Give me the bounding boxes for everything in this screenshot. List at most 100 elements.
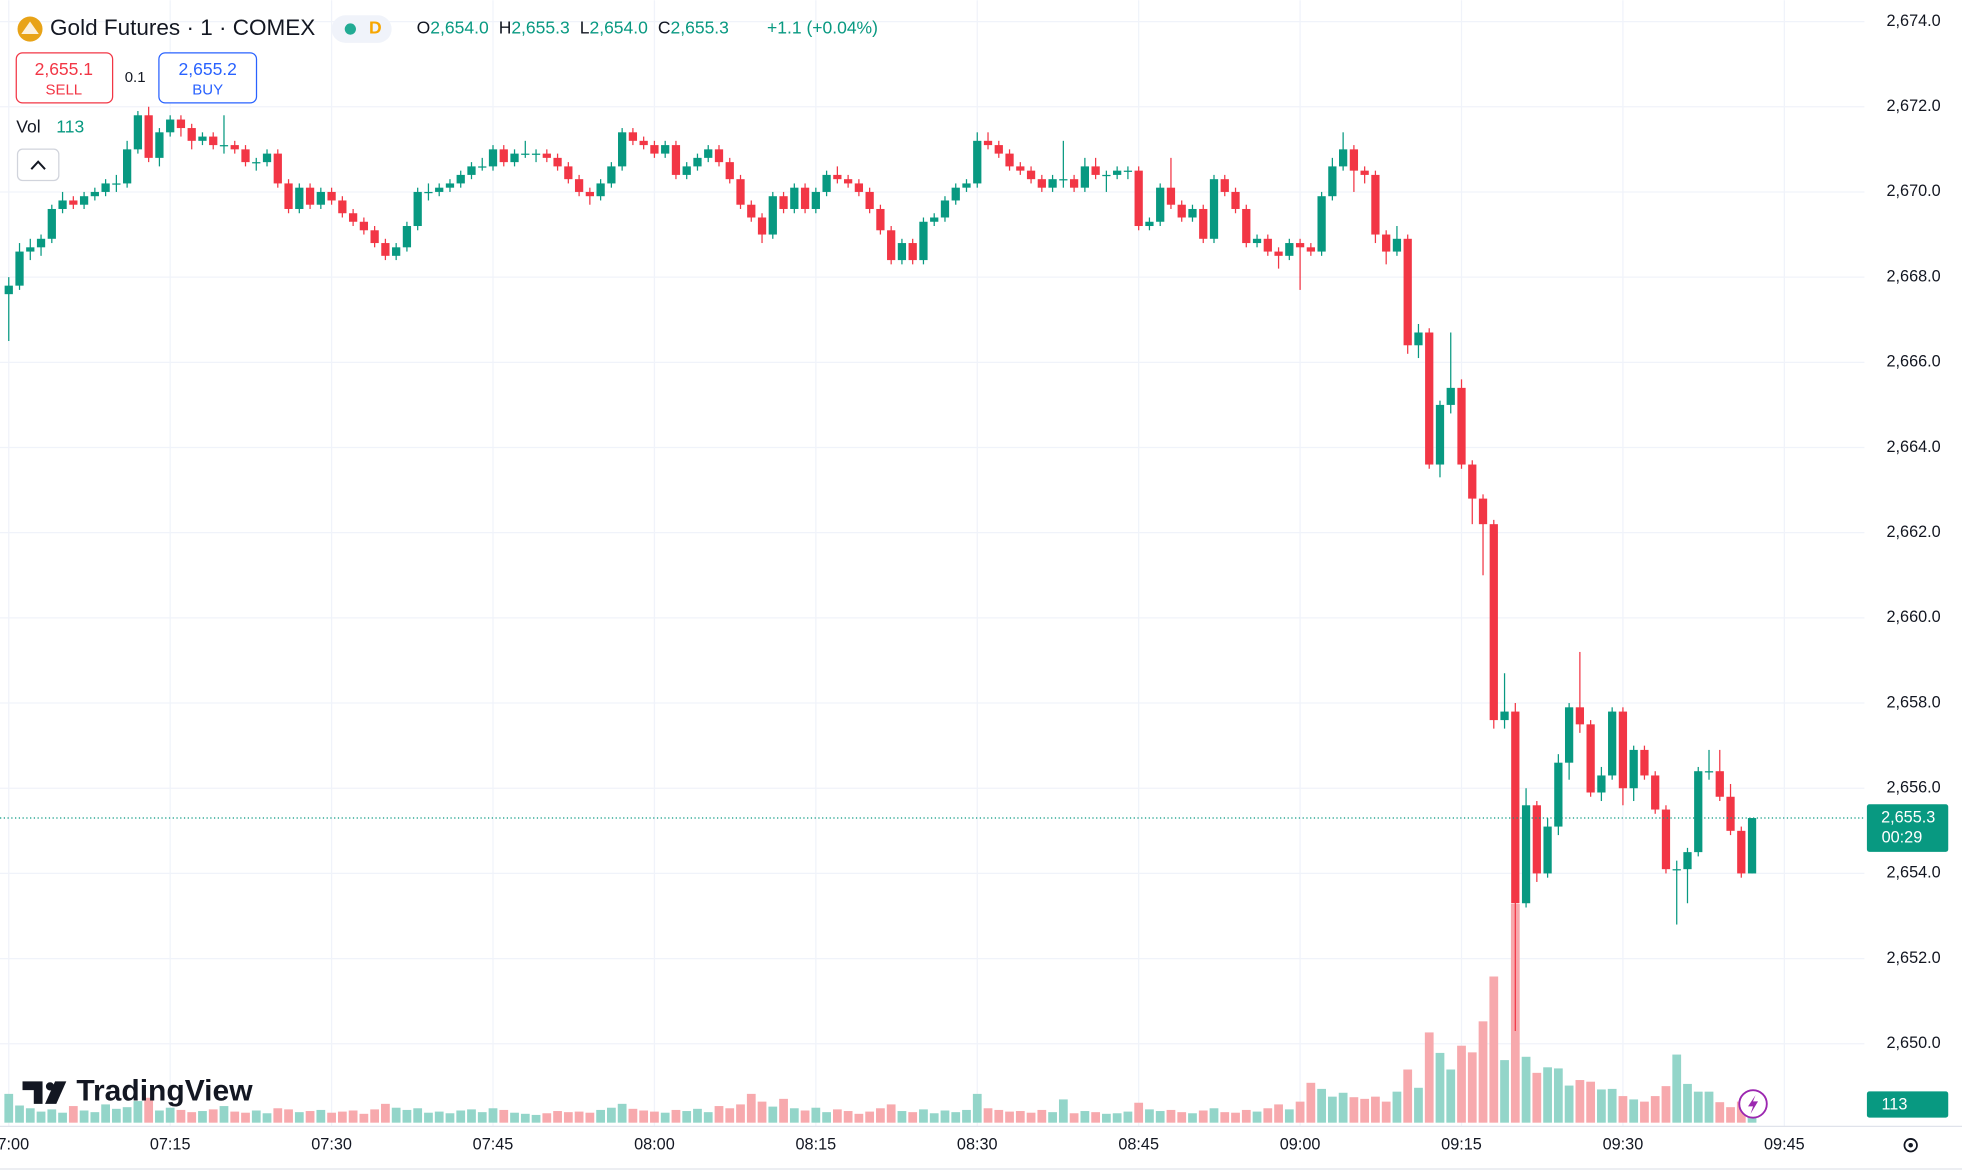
- volume-bar: [467, 1109, 476, 1123]
- volume-bar: [1026, 1112, 1036, 1123]
- vol-label: Vol: [16, 117, 40, 137]
- volume-bar: [1543, 1067, 1552, 1123]
- volume-bar: [4, 1093, 14, 1123]
- volume-bar: [1381, 1101, 1391, 1123]
- y-tick-label: 2,660.0: [1887, 608, 1941, 626]
- volume-bar: [779, 1098, 788, 1123]
- volume-bar: [133, 1101, 143, 1123]
- settings-icon[interactable]: [1903, 1138, 1918, 1153]
- volume-bar: [327, 1112, 336, 1123]
- logo-mark: [22, 1081, 43, 1104]
- volume-bar: [1177, 1112, 1187, 1123]
- collapse-button[interactable]: [16, 148, 60, 182]
- candle-body: [1242, 208, 1251, 244]
- volume-bar: [359, 1113, 369, 1123]
- candle-body: [1564, 707, 1574, 763]
- volume-bar: [1155, 1111, 1165, 1123]
- candle-body: [241, 149, 250, 163]
- status-badge: [331, 15, 392, 43]
- volume-bar: [983, 1108, 993, 1123]
- sell-price: 2,655.1: [35, 59, 93, 79]
- volume-bar: [660, 1112, 670, 1123]
- candle-body: [1360, 170, 1369, 175]
- x-tick-label: 07:15: [150, 1135, 191, 1153]
- candle-body: [940, 200, 950, 218]
- ohlc-key: H: [499, 18, 512, 38]
- volume-bar: [1306, 1082, 1316, 1123]
- volume-bar: [1241, 1109, 1251, 1123]
- candle-body: [1737, 830, 1746, 874]
- candle-body: [133, 115, 143, 150]
- volume-bar: [1058, 1099, 1068, 1123]
- volume-bar: [1693, 1091, 1703, 1123]
- candle-body: [338, 200, 347, 214]
- volume-bar: [1069, 1113, 1079, 1123]
- volume-bar: [1640, 1101, 1649, 1123]
- volume-bar: [1338, 1092, 1348, 1123]
- volume-bar: [1532, 1072, 1542, 1123]
- volume-bar: [187, 1112, 197, 1123]
- candle-body: [1414, 332, 1423, 346]
- volume-bar: [294, 1112, 304, 1123]
- candle-body: [790, 187, 799, 209]
- volume-bar: [563, 1112, 573, 1123]
- volume-bar: [1435, 1052, 1445, 1123]
- volume-bar: [381, 1103, 390, 1123]
- candle-body: [90, 191, 99, 197]
- volume-bar: [36, 1111, 46, 1123]
- candle-body: [811, 191, 820, 209]
- y-tick-label: 2,664.0: [1887, 438, 1941, 456]
- ohlc-value: 2,654.0: [430, 18, 489, 38]
- y-tick-label: 2,656.0: [1887, 779, 1941, 797]
- volume-bar: [768, 1106, 778, 1123]
- volume-bar: [1629, 1099, 1639, 1123]
- volume-bar: [1683, 1083, 1692, 1123]
- logo-text: TradingView: [76, 1075, 253, 1108]
- volume-bar: [477, 1112, 487, 1123]
- volume-bar: [832, 1109, 842, 1123]
- buy-button[interactable]: [158, 52, 258, 104]
- candle-body: [531, 153, 541, 155]
- volume-bar: [510, 1112, 519, 1123]
- candle-body: [574, 179, 584, 192]
- candle-body: [1048, 179, 1057, 188]
- candle-body: [1188, 208, 1197, 218]
- candle-body: [144, 115, 153, 158]
- candle-body: [1199, 208, 1208, 239]
- candle-body: [800, 187, 810, 209]
- sell-button[interactable]: [15, 52, 114, 104]
- volume-bar: [940, 1110, 950, 1123]
- candle-body: [1392, 238, 1402, 252]
- volume-bar: [1015, 1111, 1025, 1123]
- y-tick-label: 2,670.0: [1887, 182, 1941, 200]
- candle-body: [930, 217, 939, 222]
- x-tick-label: 08:00: [634, 1135, 675, 1153]
- y-tick-label: 2,650.0: [1887, 1034, 1941, 1052]
- candle-body: [1306, 247, 1315, 252]
- volume-bar: [897, 1111, 907, 1123]
- volume-bar: [865, 1111, 875, 1123]
- candle-body: [47, 208, 56, 239]
- symbol-title: Gold Futures · 1 · COMEX: [50, 15, 315, 40]
- lightning-icon: [1748, 1095, 1759, 1114]
- buy-label: BUY: [192, 81, 223, 98]
- countdown: 00:29: [1882, 828, 1923, 846]
- volume-axis-label: 113: [1881, 1095, 1907, 1113]
- candle-body: [1597, 775, 1606, 793]
- candle-body: [1554, 762, 1563, 827]
- volume-bar: [1231, 1112, 1240, 1123]
- candle-body: [305, 187, 315, 205]
- volume-bar: [402, 1109, 412, 1123]
- volume-bar: [230, 1111, 240, 1123]
- volume-bar: [1360, 1098, 1370, 1123]
- volume-bar: [198, 1111, 207, 1123]
- last-price-box: [1866, 804, 1949, 852]
- candle-body: [1145, 221, 1154, 227]
- volume-bar: [1327, 1096, 1337, 1123]
- candle-body: [542, 153, 551, 158]
- candle-body: [381, 243, 390, 256]
- volume-layer: [4, 903, 1757, 1123]
- candle-body: [1478, 498, 1488, 525]
- volume-bar: [445, 1113, 455, 1123]
- candle-body: [521, 153, 530, 155]
